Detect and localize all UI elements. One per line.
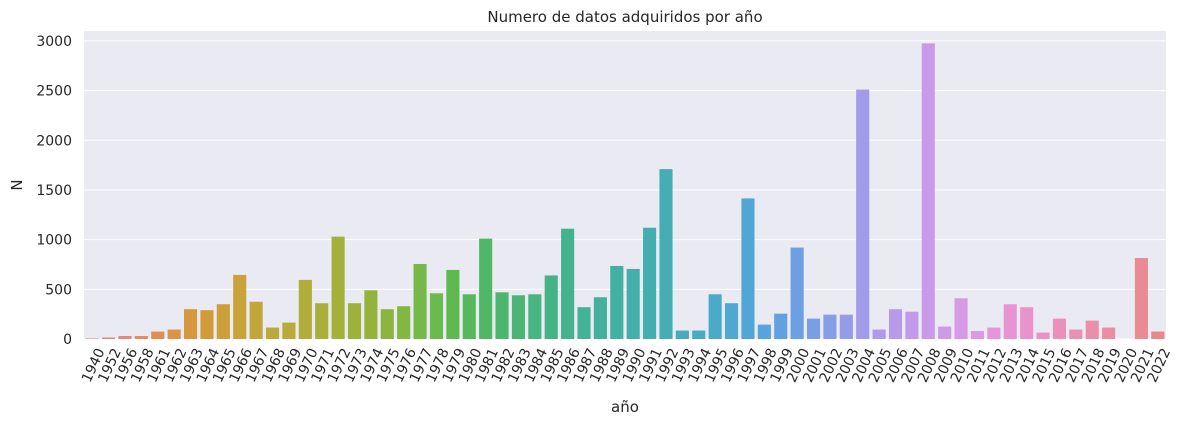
bar-1952 — [102, 338, 115, 339]
y-tick-labels: 0 500 1000 1500 2000 2500 3000 — [36, 34, 72, 348]
bar-1984 — [528, 294, 541, 339]
bar-2009 — [938, 327, 951, 339]
bar-2010 — [955, 298, 968, 339]
chart-title: Numero de datos adquiridos por año — [487, 8, 762, 26]
bar-2022 — [1151, 332, 1164, 339]
bar-1989 — [610, 266, 623, 339]
bar-1977 — [414, 264, 427, 339]
bar-1975 — [381, 309, 394, 339]
bar-1998 — [758, 325, 771, 339]
bar-2015 — [1036, 333, 1049, 339]
y-tick-label: 1000 — [36, 233, 72, 249]
bar-2017 — [1069, 330, 1082, 339]
bar-1978 — [430, 293, 443, 339]
bar-1992 — [659, 169, 672, 339]
bar-1963 — [184, 309, 197, 339]
bar-1987 — [577, 307, 590, 339]
bar-1973 — [348, 303, 361, 339]
bar-1986 — [561, 229, 574, 339]
bar-1968 — [266, 328, 279, 339]
bar-1974 — [364, 290, 377, 339]
bar-1983 — [512, 295, 525, 339]
bar-2016 — [1053, 319, 1066, 339]
bar-2011 — [971, 331, 984, 339]
bar-1996 — [725, 303, 738, 339]
bar-1993 — [676, 331, 689, 339]
bar-2004 — [856, 90, 869, 339]
bar-1997 — [741, 198, 754, 339]
y-tick-label: 3000 — [36, 34, 72, 50]
bar-1962 — [168, 330, 181, 339]
bar-2007 — [905, 312, 918, 339]
bar-2005 — [873, 330, 886, 339]
bar-1990 — [627, 269, 640, 339]
bar-1979 — [446, 270, 459, 339]
x-tick-labels: 1940195219561958196119621963196419651966… — [79, 346, 1174, 385]
bar-1991 — [643, 228, 656, 339]
bar-1982 — [495, 292, 508, 339]
bar-1961 — [151, 332, 164, 339]
bar-1969 — [282, 323, 295, 339]
bar-1994 — [692, 331, 705, 339]
bar-2006 — [889, 309, 902, 339]
bar-1964 — [200, 310, 213, 339]
bar-2003 — [840, 315, 853, 339]
bar-1971 — [315, 303, 328, 339]
bar-2014 — [1020, 307, 1033, 339]
y-tick-label: 500 — [45, 282, 72, 298]
bar-1985 — [545, 275, 558, 339]
bar-1976 — [397, 306, 410, 339]
bar-2019 — [1102, 328, 1115, 339]
bar-1967 — [250, 302, 263, 339]
bar-1965 — [217, 304, 230, 339]
bar-2013 — [1004, 304, 1017, 339]
bar-1988 — [594, 297, 607, 339]
x-axis-label: año — [611, 398, 639, 416]
bar-1999 — [774, 314, 787, 339]
bar-2012 — [987, 328, 1000, 339]
bar-1970 — [299, 280, 312, 339]
bar-1995 — [709, 294, 722, 339]
bar-2008 — [922, 43, 935, 339]
bar-2021 — [1135, 258, 1148, 339]
bar-2000 — [791, 248, 804, 339]
y-tick-label: 0 — [63, 332, 72, 348]
y-tick-label: 2000 — [36, 133, 72, 149]
bar-1980 — [463, 294, 476, 339]
bar-1981 — [479, 239, 492, 339]
bar-1966 — [233, 275, 246, 339]
y-tick-label: 2500 — [36, 84, 72, 100]
bar-1958 — [135, 336, 148, 339]
bar-2001 — [807, 319, 820, 339]
bar-1956 — [118, 336, 131, 339]
bar-1972 — [332, 237, 345, 339]
y-axis-label: N — [8, 179, 26, 190]
bar-2002 — [823, 315, 836, 339]
y-tick-label: 1500 — [36, 183, 72, 199]
bar-2018 — [1086, 321, 1099, 339]
